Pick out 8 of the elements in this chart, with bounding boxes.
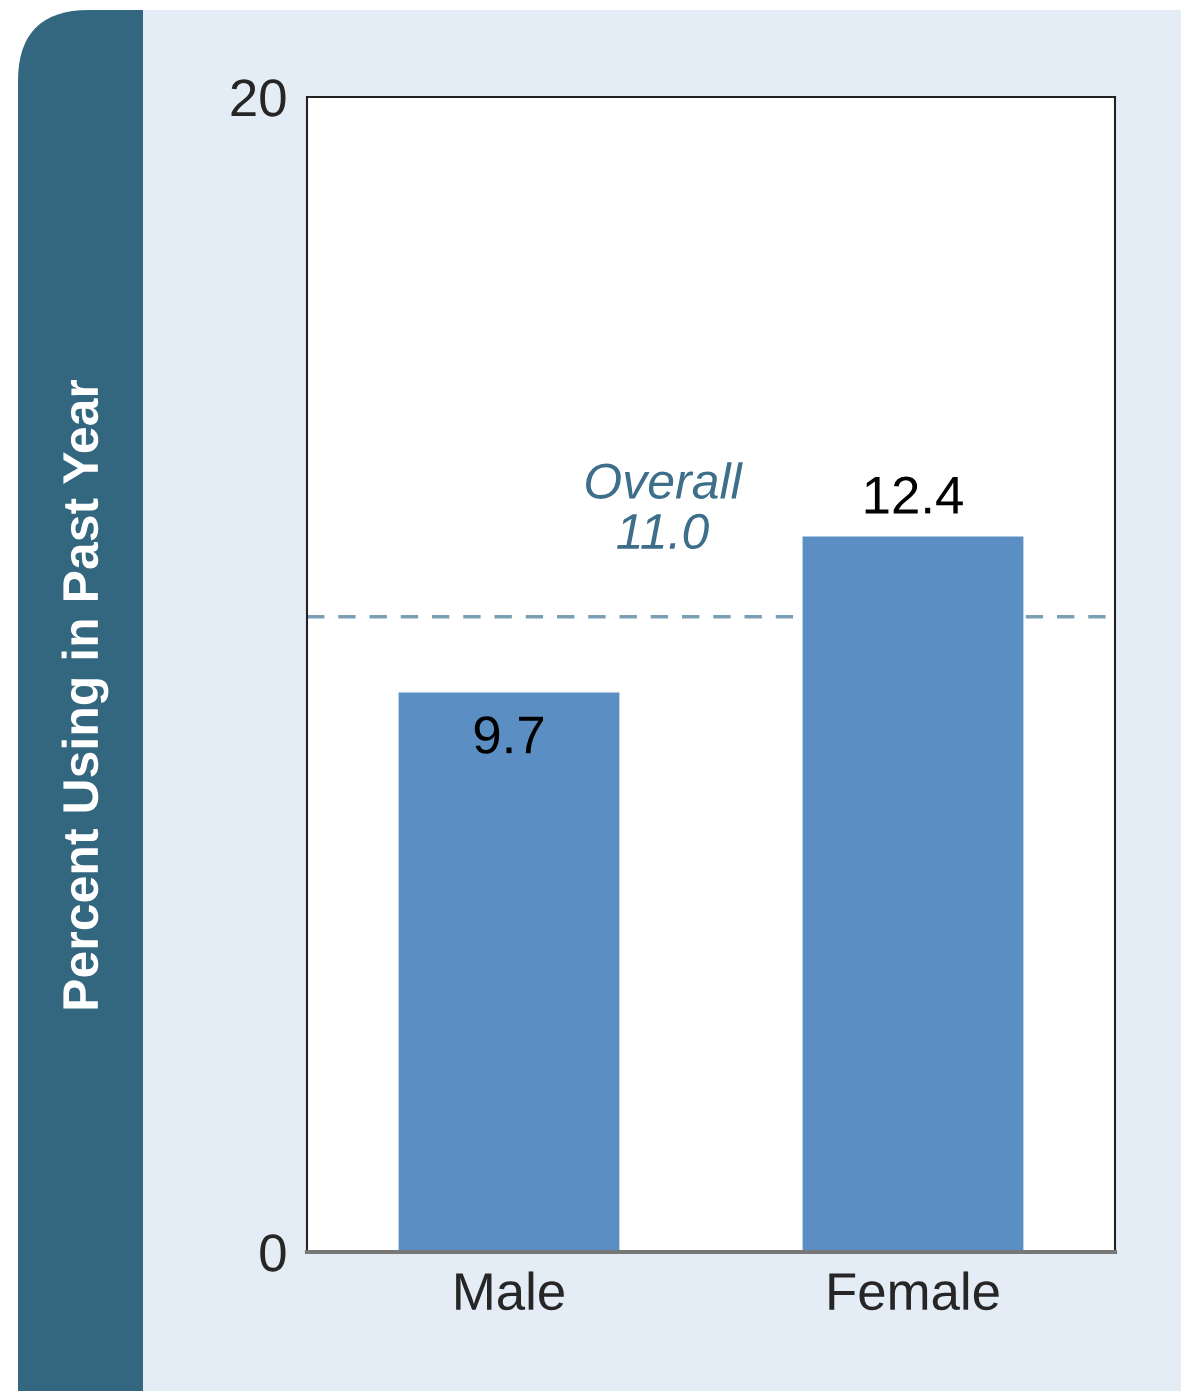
y-tick-label: 0 — [260, 1234, 286, 1272]
x-tick-label: Female — [829, 1271, 999, 1311]
y-axis-title: Percent Using in Past Year — [61, 379, 109, 1009]
y-tick-label: 20 — [231, 79, 286, 117]
data-label: 9.7 — [474, 716, 544, 754]
x-tick-label: Male — [456, 1271, 564, 1311]
ref-line-label: Overall 11.0 — [586, 462, 743, 550]
data-label: 12.4 — [865, 476, 963, 514]
